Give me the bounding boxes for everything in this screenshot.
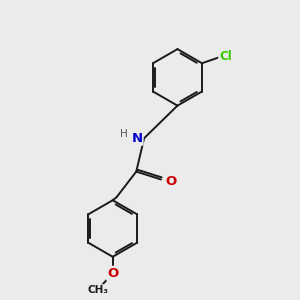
Text: CH₃: CH₃: [87, 285, 108, 295]
Text: N: N: [131, 132, 142, 145]
Text: Cl: Cl: [219, 50, 232, 63]
Text: H: H: [120, 128, 128, 139]
Text: O: O: [107, 267, 118, 280]
Text: O: O: [165, 175, 176, 188]
